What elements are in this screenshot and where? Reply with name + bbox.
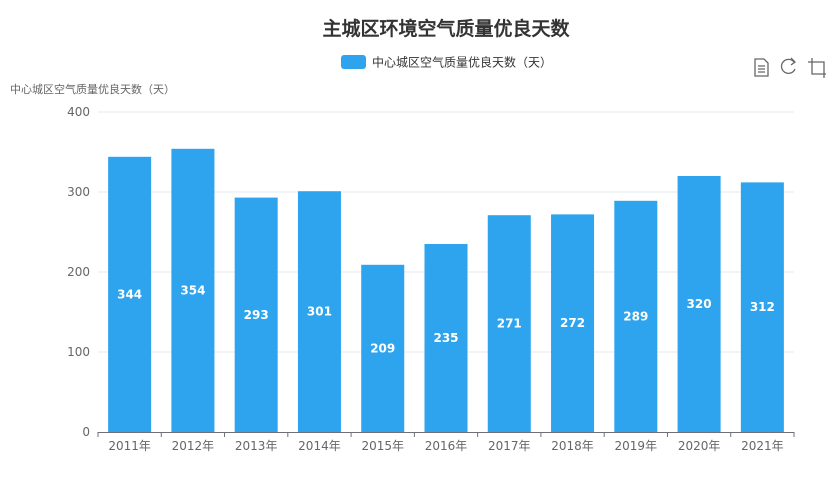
chart-title: 主城区环境空气质量优良天数: [322, 17, 570, 40]
y-axis-title: 中心城区空气质量优良天数（天）: [10, 82, 175, 96]
bar-data-labels: 344 354 293 301 209 235 271 272 289 320 312: [117, 283, 775, 355]
bar[interactable]: [361, 264, 405, 432]
x-tick-label: 2020年: [678, 439, 721, 453]
y-tick-label: 200: [67, 265, 90, 279]
legend[interactable]: 中心城区空气质量优良天数（天）: [341, 55, 552, 70]
x-tick-label: 2014年: [298, 439, 341, 453]
bar-data-label: 354: [180, 283, 205, 297]
y-axis-ticks: 0 100 200 300 400: [67, 105, 90, 439]
x-tick-label: 2012年: [172, 439, 215, 453]
bar-data-label: 293: [244, 308, 269, 322]
data-view-icon[interactable]: [754, 58, 769, 77]
x-tick-label: 2016年: [425, 439, 468, 453]
x-axis: [97, 432, 795, 437]
bar-data-label: 271: [497, 317, 522, 331]
y-tick-label: 0: [82, 425, 90, 439]
bar-data-label: 272: [560, 316, 585, 330]
toolbox[interactable]: [754, 57, 826, 78]
legend-label[interactable]: 中心城区空气质量优良天数（天）: [372, 55, 552, 70]
crop-icon[interactable]: [808, 58, 826, 78]
bar-data-label: 289: [623, 309, 648, 323]
bar[interactable]: [424, 244, 468, 432]
bar-data-label: 235: [433, 331, 458, 345]
bar[interactable]: [487, 215, 531, 432]
bar-data-label: 312: [750, 300, 775, 314]
bar[interactable]: [740, 182, 784, 432]
y-tick-label: 300: [67, 185, 90, 199]
y-tick-label: 100: [67, 345, 90, 359]
x-tick-label: 2011年: [108, 439, 151, 453]
bar[interactable]: [297, 191, 341, 432]
x-tick-label: 2021年: [741, 439, 784, 453]
restore-icon[interactable]: [780, 57, 796, 74]
legend-swatch[interactable]: [341, 55, 366, 69]
x-tick-label: 2015年: [361, 439, 404, 453]
bar[interactable]: [677, 176, 721, 432]
bar-data-label: 320: [687, 297, 712, 311]
x-axis-ticks: 2011年 2012年 2013年 2014年 2015年 2016年 2017年 2018年…: [108, 439, 783, 453]
y-tick-label: 400: [67, 105, 90, 119]
bar-data-label: 209: [370, 341, 395, 355]
bar[interactable]: [614, 200, 658, 432]
bar-data-label: 301: [307, 305, 332, 319]
bar[interactable]: [551, 214, 595, 432]
bar-data-label: 344: [117, 287, 142, 301]
bar[interactable]: [234, 197, 278, 432]
x-tick-label: 2013年: [235, 439, 278, 453]
bars: [108, 148, 784, 433]
x-tick-label: 2019年: [615, 439, 658, 453]
x-tick-label: 2017年: [488, 439, 531, 453]
bar[interactable]: [108, 156, 152, 433]
x-tick-label: 2018年: [551, 439, 594, 453]
bar[interactable]: [171, 148, 215, 433]
